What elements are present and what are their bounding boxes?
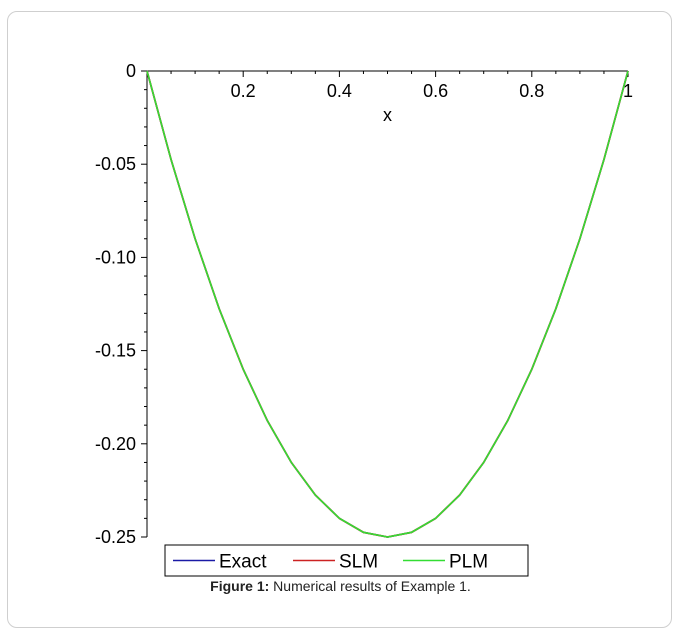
chart-ticks: 0.2 0.4 0.6 0.8 1 x 0 -0.05 -0.10 -0.15 -0.20 -0.25 — [95, 61, 633, 547]
x-tick-label: 0.6 — [423, 81, 448, 101]
legend-label-exact: Exact — [219, 552, 267, 573]
chart-axes — [146, 70, 628, 537]
legend-label-slm: SLM — [339, 552, 378, 573]
x-tick-label: 0.2 — [231, 81, 256, 101]
chart-legend: Exact SLM PLM — [164, 544, 529, 577]
y-tick-label: -0.15 — [95, 341, 136, 361]
y-tick-label: 0 — [126, 61, 136, 81]
chart-series — [146, 70, 629, 538]
caption-label: Figure 1: — [210, 578, 270, 594]
legend-box — [164, 544, 529, 577]
caption-text: Numerical results of Example 1. — [269, 578, 471, 594]
x-axis-title: x — [383, 105, 392, 125]
legend-label-plm: PLM — [449, 552, 488, 573]
y-tick-label: -0.20 — [95, 434, 136, 454]
series-line-plm — [146, 70, 629, 538]
x-tick-label: 0.4 — [327, 81, 352, 101]
y-tick-label: -0.25 — [95, 527, 136, 547]
y-tick-label: -0.05 — [95, 154, 136, 174]
figure-frame — [7, 11, 672, 628]
figure-caption: Figure 1: Numerical results of Example 1… — [0, 578, 681, 594]
x-tick-label: 0.8 — [519, 81, 544, 101]
series-line-slm — [146, 70, 629, 538]
series-line-exact — [146, 70, 629, 538]
y-tick-label: -0.10 — [95, 247, 136, 267]
x-tick-label: 1 — [623, 81, 633, 101]
